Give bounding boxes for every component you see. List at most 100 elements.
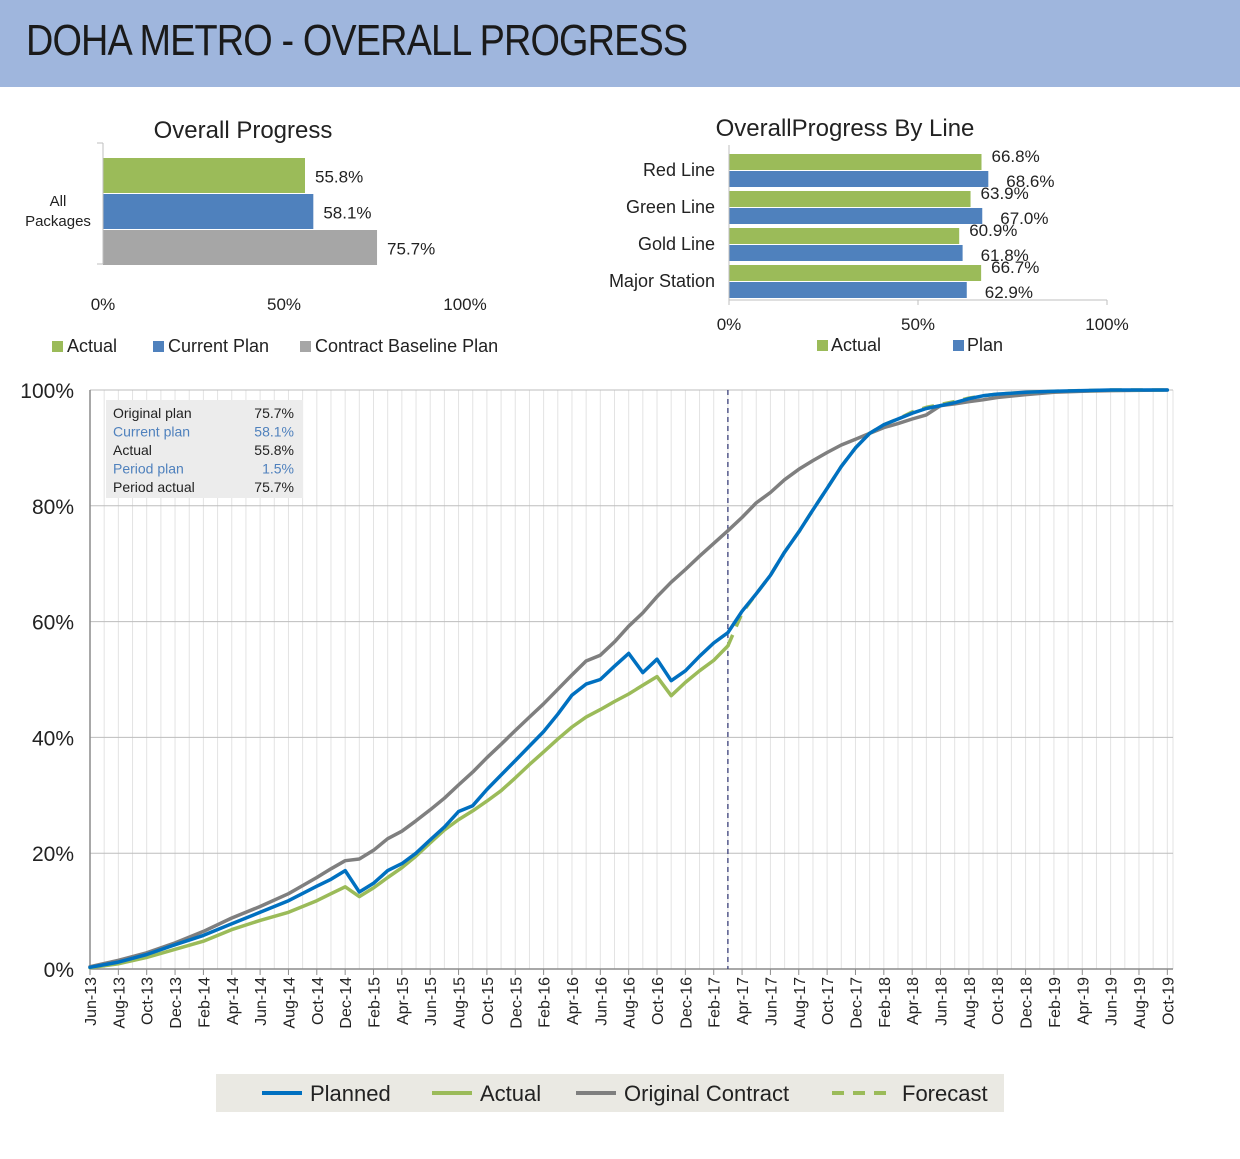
chart1-legend-label: Actual	[67, 336, 117, 356]
x-tick-label: Oct-17	[820, 977, 837, 1025]
chart2-bar-actual	[729, 228, 960, 244]
summary-label: Actual	[113, 442, 152, 458]
chart2-bar-actual	[729, 154, 982, 170]
x-tick-label: Jun-19	[1104, 977, 1121, 1026]
chart2-category-label: Green Line	[626, 197, 715, 217]
x-tick-label: Jun-17	[763, 977, 780, 1026]
x-tick-label: Jun-15	[423, 977, 440, 1026]
chart1-category-label: Packages	[25, 213, 91, 230]
chart2-data-label: 62.9%	[985, 283, 1033, 302]
y-tick-label: 40%	[32, 727, 74, 750]
x-tick-label: Oct-18	[990, 977, 1007, 1025]
chart1-legend-swatch	[153, 341, 164, 352]
series-line-forecast	[726, 388, 1168, 647]
chart2-bar-actual	[729, 265, 982, 281]
chart2-legend-swatch	[817, 340, 828, 351]
chart2-data-label: 66.8%	[992, 147, 1040, 166]
chart2-bar-plan	[729, 245, 963, 261]
x-tick-label: Feb-15	[367, 977, 384, 1028]
chart1-tick-label: 50%	[267, 295, 301, 314]
header-banner: DOHA METRO - OVERALL PROGRESS	[0, 0, 1240, 87]
chart2-tick-label: 50%	[901, 315, 935, 334]
x-tick-label: Aug-19	[1132, 977, 1149, 1029]
chart2-data-label: 67.0%	[1000, 209, 1048, 228]
chart2-data-label: 60.9%	[969, 221, 1017, 240]
x-tick-label: Aug-13	[111, 977, 128, 1029]
summary-value: 55.8%	[254, 442, 294, 458]
chart2-category-label: Red Line	[643, 160, 715, 180]
x-tick-label: Dec-13	[168, 977, 185, 1029]
x-tick-label: Dec-17	[848, 977, 865, 1029]
x-tick-label: Jun-14	[253, 977, 270, 1026]
x-tick-label: Apr-16	[565, 977, 582, 1025]
x-tick-label: Jun-13	[83, 977, 100, 1026]
chart1-data-label: 75.7%	[387, 240, 435, 259]
x-tick-label: Oct-16	[650, 977, 667, 1025]
chart1-title: Overall Progress	[154, 117, 333, 144]
summary-label: Period actual	[113, 479, 195, 495]
chart1-data-label: 55.8%	[315, 168, 363, 187]
x-tick-label: Jun-18	[934, 977, 951, 1026]
summary-box: Original plan 75.7% Current plan 58.1% Actua…	[106, 400, 303, 498]
x-tick-label: Oct-13	[140, 977, 157, 1025]
summary-label: Period plan	[113, 461, 184, 477]
summary-value: 75.7%	[254, 405, 294, 421]
chart1-category-label: All	[50, 193, 67, 210]
x-tick-label: Aug-16	[622, 977, 639, 1029]
chart2-data-label: 68.6%	[1006, 172, 1054, 191]
x-tick-label: Feb-19	[1047, 977, 1064, 1028]
summary-label: Current plan	[113, 424, 190, 440]
chart1-bar-contract-baseline-plan	[103, 230, 378, 265]
x-tick-label: Feb-14	[196, 977, 213, 1028]
chart2-title: OverallProgress By Line	[716, 115, 975, 142]
chart2-category-label: Gold Line	[638, 234, 715, 254]
x-tick-label: Dec-15	[508, 977, 525, 1029]
legend-label: Planned	[310, 1081, 391, 1106]
chart2-legend-label: Plan	[967, 335, 1003, 355]
legend-label: Forecast	[902, 1081, 988, 1106]
chart1-bar-current-plan	[103, 194, 314, 229]
chart2-data-label: 63.9%	[981, 184, 1029, 203]
x-tick-label: Jun-16	[593, 977, 610, 1026]
chart1-tick-label: 0%	[91, 295, 116, 314]
x-tick-label: Apr-14	[225, 977, 242, 1025]
x-tick-label: Dec-16	[678, 977, 695, 1029]
series-line-original-contract	[88, 388, 1170, 969]
y-tick-label: 60%	[32, 612, 74, 635]
y-tick-label: 20%	[32, 843, 74, 866]
summary-value: 1.5%	[262, 461, 294, 477]
chart2-bar-actual	[729, 191, 971, 207]
chart2-data-label: 61.8%	[981, 246, 1029, 265]
chart2-tick-label: 0%	[717, 315, 742, 334]
chart2-bar-plan	[729, 171, 989, 187]
x-tick-label: Apr-18	[905, 977, 922, 1025]
x-tick-label: Aug-14	[281, 977, 298, 1029]
x-tick-label: Dec-18	[1019, 977, 1036, 1029]
summary-value: 75.7%	[254, 479, 294, 495]
x-tick-label: Apr-17	[735, 977, 752, 1025]
chart2-bar-plan	[729, 208, 983, 224]
x-tick-label: Feb-16	[537, 977, 554, 1028]
x-tick-label: Apr-19	[1075, 977, 1092, 1025]
y-tick-label: 80%	[32, 496, 74, 519]
legend-label: Original Contract	[624, 1081, 789, 1106]
legend-label: Actual	[480, 1081, 541, 1106]
page-title: DOHA METRO - OVERALL PROGRESS	[26, 16, 688, 65]
summary-box-background	[106, 400, 303, 498]
x-tick-label: Aug-18	[962, 977, 979, 1029]
x-tick-label: Feb-17	[707, 977, 724, 1028]
chart1-legend-swatch	[300, 341, 311, 352]
chart1-bar-actual	[103, 158, 305, 193]
chart1-tick-label: 100%	[443, 295, 486, 314]
line-chart-legend: Planned Actual Original Contract Forecast	[216, 1074, 1004, 1112]
chart2-data-label: 66.7%	[991, 258, 1039, 277]
x-tick-label: Aug-15	[452, 977, 469, 1029]
x-tick-label: Oct-15	[480, 977, 497, 1025]
chart2-category-label: Major Station	[609, 271, 715, 291]
x-tick-label: Feb-18	[877, 977, 894, 1028]
y-tick-label: 100%	[20, 380, 74, 403]
x-tick-label: Oct-19	[1160, 977, 1177, 1025]
chart1-data-label: 58.1%	[323, 204, 371, 223]
chart1-legend-label: Contract Baseline Plan	[315, 336, 498, 356]
y-tick-label: 0%	[44, 959, 74, 982]
